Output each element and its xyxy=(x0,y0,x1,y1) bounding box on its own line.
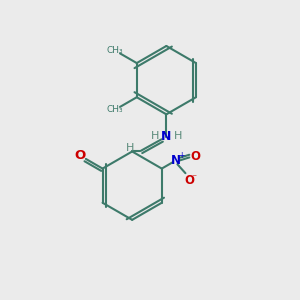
Text: ⁻: ⁻ xyxy=(192,173,197,183)
Text: CH₃: CH₃ xyxy=(106,46,123,55)
Text: N: N xyxy=(171,154,181,167)
Text: CH₃: CH₃ xyxy=(106,105,123,114)
Text: H: H xyxy=(126,143,134,153)
Text: N: N xyxy=(161,130,172,143)
Text: O: O xyxy=(184,174,194,187)
Text: H: H xyxy=(151,131,159,141)
Text: +: + xyxy=(178,151,184,160)
Text: O: O xyxy=(191,150,201,163)
Text: O: O xyxy=(74,149,86,162)
Text: H: H xyxy=(173,131,182,141)
